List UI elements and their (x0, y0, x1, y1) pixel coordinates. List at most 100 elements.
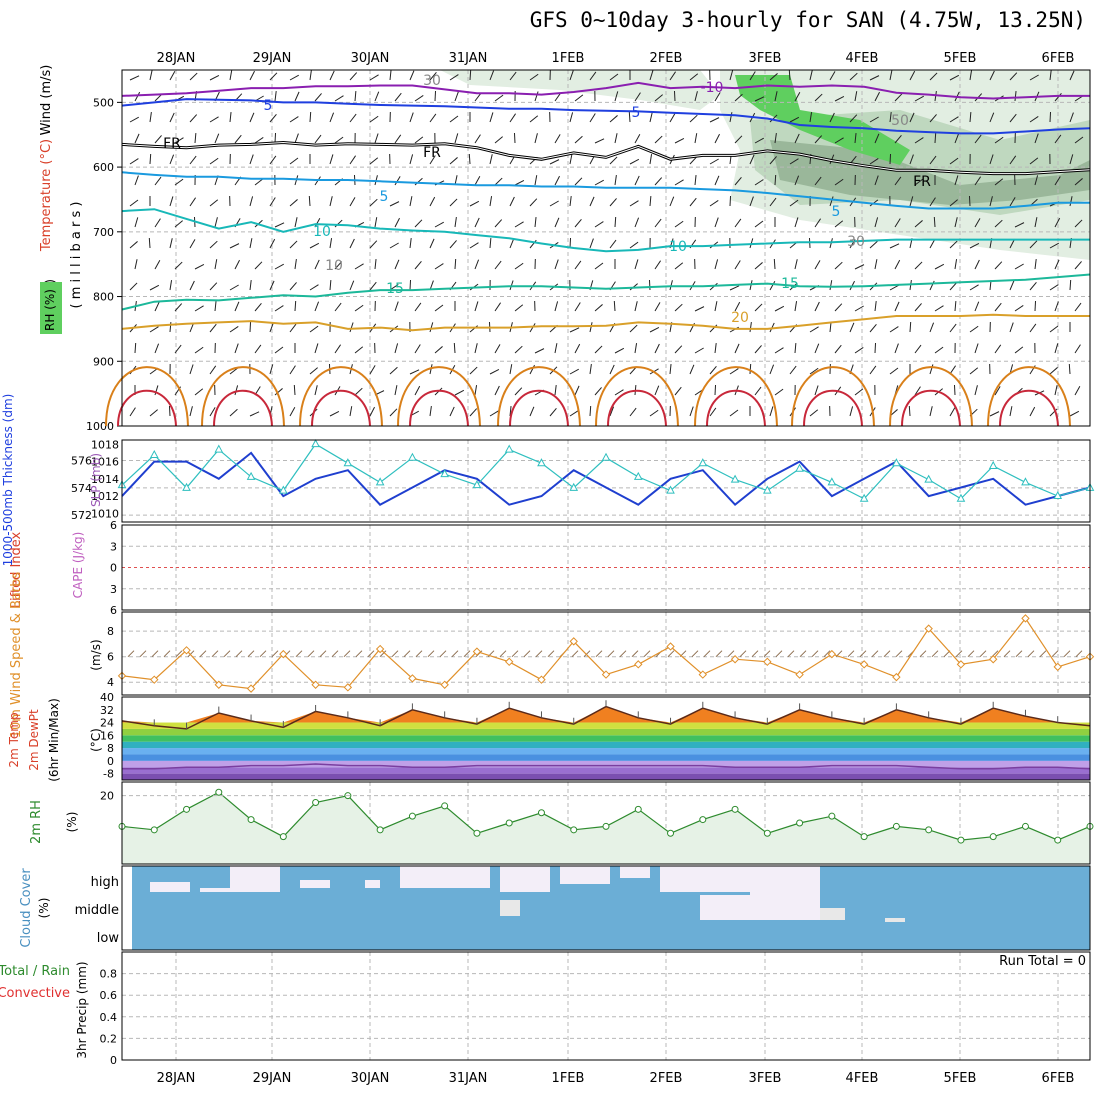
wind-barb (168, 405, 171, 417)
wind-barb (1069, 154, 1074, 165)
wind-barb (609, 156, 618, 165)
wind-barb (1039, 650, 1047, 658)
wind-barb (773, 258, 776, 270)
wind-barb (689, 406, 694, 417)
wind-barb (389, 408, 398, 417)
wind-barb (969, 111, 972, 123)
wind-barb (329, 112, 335, 123)
date-label: 30JAN (351, 51, 390, 66)
temp-band (122, 754, 1090, 761)
wind-barb (629, 407, 637, 417)
wind-barb (194, 264, 205, 270)
wind-barb (1014, 304, 1024, 312)
wind-barb (969, 243, 980, 249)
date-label: 4FEB (846, 51, 879, 66)
wind-barb (894, 176, 902, 186)
wind-marker (924, 624, 933, 633)
wind-barb (799, 650, 807, 658)
wind-barb (774, 133, 777, 144)
wind-barb (889, 112, 892, 123)
wind-barb (389, 283, 399, 291)
wind-barb (689, 114, 698, 123)
wind-barb (649, 327, 660, 333)
wind-barb (654, 177, 663, 186)
wind-barb (469, 242, 479, 249)
rh-marker (957, 836, 965, 844)
wind-barb (334, 261, 343, 270)
contour-label: 5 (264, 98, 273, 114)
wind-barb (607, 650, 615, 658)
wind-barb (189, 364, 194, 375)
li-tick: 0 (110, 562, 117, 575)
wind-barb (894, 93, 903, 102)
wind-barb (569, 237, 572, 249)
page-title: GFS 0~10day 3-hourly for SAN (4.75W, 13.… (529, 8, 1086, 32)
wind-barb (154, 385, 159, 396)
wind-barb (869, 75, 880, 81)
wind-barb (814, 385, 819, 396)
wind-barb (343, 650, 351, 658)
wind-barb (1009, 113, 1017, 123)
wind-barb (349, 238, 355, 249)
wind-barb (949, 407, 956, 417)
wind-barb (1051, 650, 1059, 658)
wind-barb (894, 135, 902, 144)
wind-barb (474, 134, 481, 144)
wind-barb (329, 70, 335, 81)
wind-barb (509, 113, 517, 123)
wind-barb (694, 133, 698, 144)
wind-barb (814, 301, 820, 312)
wind-barb (729, 285, 740, 291)
wind-barb (854, 305, 864, 312)
wind-barb (269, 322, 274, 333)
wind-barb (415, 650, 423, 658)
wind-barb (1029, 157, 1039, 165)
wind-barb (469, 69, 472, 81)
temp-contour (121, 273, 1091, 311)
temp-contour (121, 208, 1090, 253)
wind-barb (234, 134, 242, 144)
wind-barb (429, 238, 435, 249)
wind-barb (1069, 410, 1080, 417)
temp-band (122, 728, 1090, 736)
wind-barb (689, 364, 695, 375)
wind-barb (729, 195, 732, 207)
wind-barb (749, 363, 752, 375)
slp-tick: 1016 (91, 456, 119, 469)
rh-label-text: RH (%) (43, 289, 57, 331)
wind-barb (409, 70, 415, 81)
wind-barb (414, 136, 424, 144)
wind-barb (449, 157, 458, 165)
rh-marker (602, 822, 610, 830)
wind-barb (154, 135, 162, 144)
wind-barb (774, 91, 778, 102)
wind-barb (349, 155, 357, 165)
rh-marker (828, 812, 836, 820)
wind-barb (309, 111, 312, 123)
rh-marker (1021, 822, 1029, 830)
li-tick: 3 (110, 540, 117, 553)
wind-barb (369, 240, 378, 249)
thickness-marker (666, 485, 675, 494)
wind-marker (763, 657, 772, 667)
wind-barb (209, 116, 219, 123)
wind-barb (794, 217, 799, 228)
wind-barb (914, 386, 921, 396)
contour-label: 5 (632, 105, 641, 121)
wind-barb (849, 406, 854, 417)
wind-barb (1054, 217, 1061, 228)
cloud-gap (750, 890, 820, 920)
wind-barb (269, 114, 277, 123)
wind-barb (234, 301, 240, 312)
wind-barb (134, 217, 139, 228)
date-label: 6FEB (1042, 1071, 1075, 1086)
wind-barb (614, 133, 618, 144)
wind-barb (794, 133, 800, 144)
wind-barb (1069, 279, 1072, 291)
wind-barb (654, 135, 663, 144)
wind-barb (269, 238, 276, 249)
wind-barb (609, 364, 615, 375)
wind-barb (669, 196, 675, 207)
wind-barb (409, 369, 420, 375)
